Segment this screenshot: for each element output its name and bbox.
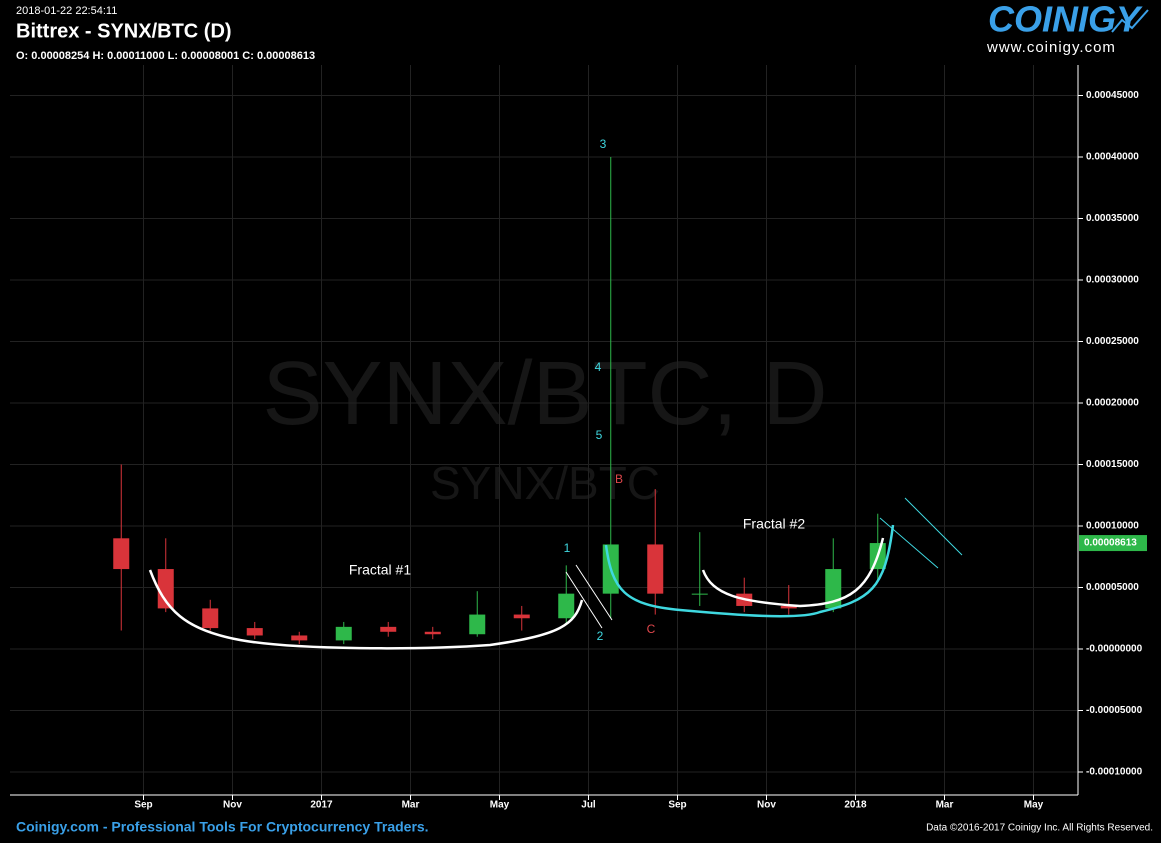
timestamp: 2018-01-22 22:54:11 (16, 5, 117, 17)
x-tick-label: 2018 (844, 800, 867, 811)
y-tick-label: 0.00015000 (1086, 459, 1139, 470)
fractal-curve (701, 537, 885, 608)
x-tick-label: May (490, 800, 510, 811)
candle-body (469, 614, 486, 635)
price-tag (1079, 535, 1147, 552)
candle-body (825, 569, 842, 609)
candle-body (202, 608, 219, 629)
candle-body (113, 538, 130, 570)
annotation: B (615, 472, 623, 486)
candle-body (246, 628, 263, 636)
logo-url: www.coinigy.com (986, 39, 1116, 56)
trend-line (879, 497, 963, 569)
trend-line (565, 564, 613, 629)
candle-body (647, 544, 664, 594)
candle-body (424, 631, 441, 635)
fractal-curve (604, 524, 895, 618)
y-tick-label: 0.00030000 (1086, 275, 1139, 286)
y-tick-label: 0.00045000 (1086, 90, 1139, 101)
annotation: 5 (596, 428, 603, 442)
annotation: 2 (597, 629, 604, 643)
footer-copyright: Data ©2016-2017 Coinigy Inc. All Rights … (926, 823, 1153, 834)
logo-icon (1111, 9, 1149, 33)
candle-body (335, 626, 352, 641)
candle-body (780, 605, 797, 609)
y-tick-label: 0.00025000 (1086, 336, 1139, 347)
x-tick-label: Nov (757, 800, 776, 811)
chart-title: Bittrex - SYNX/BTC (D) (16, 20, 232, 42)
annotation: Fractal #2 (743, 516, 805, 532)
y-tick-label: 0.00010000 (1086, 521, 1139, 532)
annotation: 4 (595, 360, 602, 374)
candle-body (291, 635, 308, 641)
x-tick-label: 2017 (310, 800, 333, 811)
plot-area: SYNX/BTC, D SYNX/BTC -0.00010000 -0.0000500… (10, 65, 1147, 811)
x-tick-label: Mar (936, 800, 954, 811)
annotation: 3 (600, 137, 607, 151)
candle-body (380, 626, 397, 632)
x-tick-label: Sep (134, 800, 152, 811)
y-tick-label: 0.00020000 (1086, 398, 1139, 409)
drawings (148, 497, 963, 650)
fractal-curve (148, 569, 584, 650)
annotation: 1 (564, 541, 571, 555)
price-tag-label: 0.00008613 (1084, 538, 1137, 549)
candle-body (157, 569, 174, 609)
x-tick-label: Jul (581, 800, 596, 811)
footer-tagline: Coinigy.com - Professional Tools For Cry… (16, 819, 429, 835)
ohlc-readout: O: 0.00008254 H: 0.00011000 L: 0.0000800… (16, 50, 315, 62)
y-tick-label: -0.00005000 (1086, 705, 1143, 716)
candle-body (513, 614, 530, 619)
candle-body (558, 593, 575, 619)
logo: COINIGY (988, 0, 1143, 40)
y-tick-label: 0.00035000 (1086, 213, 1139, 224)
y-tick-label: -0.00000000 (1086, 644, 1143, 655)
x-tick-label: May (1024, 800, 1044, 811)
x-tick-label: Nov (223, 800, 242, 811)
y-tick-label: -0.00010000 (1086, 767, 1143, 778)
annotation: Fractal #1 (349, 562, 411, 578)
y-tick-label: 0.00040000 (1086, 152, 1139, 163)
watermark: SYNX/BTC, D (262, 344, 827, 444)
watermark: SYNX/BTC (430, 457, 660, 509)
x-tick-label: Mar (402, 800, 420, 811)
candle-body (691, 593, 708, 595)
x-tick-label: Sep (668, 800, 686, 811)
y-tick-label: 0.00005000 (1086, 582, 1139, 593)
annotation: C (647, 622, 656, 636)
